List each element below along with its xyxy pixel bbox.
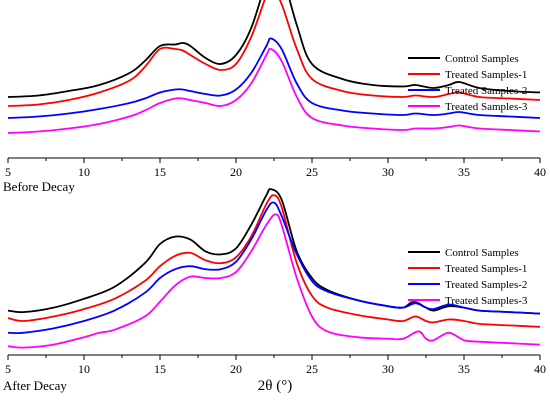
x-tick-label: 15 — [154, 362, 166, 376]
legend-label: Treated Samples-2 — [445, 85, 527, 97]
panel-label: Before Decay — [3, 179, 75, 194]
x-tick-label: 5 — [5, 362, 11, 376]
legend-label: Control Samples — [445, 53, 519, 65]
x-axis-ticks: 5 10 15 20 25 30 35 40 — [5, 158, 546, 179]
x-tick-label: 10 — [78, 362, 90, 376]
panel-after-decay: 5 10 15 20 25 30 35 40 After Decay 2θ (°) Contr… — [3, 188, 546, 394]
legend-label: Treated Samples-1 — [445, 263, 527, 275]
legend-label: Treated Samples-3 — [445, 295, 528, 307]
series-line-3 — [7, 213, 541, 349]
x-tick-label: 25 — [306, 165, 318, 179]
series-line-1 — [7, 0, 541, 107]
series-line-3 — [7, 47, 541, 134]
x-tick-label: 40 — [534, 362, 546, 376]
x-tick-label: 35 — [458, 362, 470, 376]
x-tick-label: 35 — [458, 165, 470, 179]
legend: Control Samples Treated Samples-1 Treated … — [408, 53, 528, 113]
series-line-1 — [7, 194, 541, 328]
x-tick-label: 25 — [306, 362, 318, 376]
legend-label: Treated Samples-1 — [445, 69, 527, 81]
x-tick-label: 20 — [230, 362, 242, 376]
panel-label: After Decay — [3, 378, 67, 393]
x-tick-label: 30 — [382, 362, 394, 376]
x-axis-ticks: 5 10 15 20 25 30 35 40 — [5, 355, 546, 376]
x-axis-label: 2θ (°) — [258, 378, 292, 394]
legend: Control Samples Treated Samples-1 Treated … — [408, 247, 528, 307]
x-tick-label: 5 — [5, 165, 11, 179]
series-line-0 — [7, 188, 541, 315]
series-line-0 — [7, 0, 541, 98]
x-tick-label: 15 — [154, 165, 166, 179]
series-lines — [7, 188, 541, 349]
series-line-2 — [7, 37, 541, 119]
x-tick-label: 10 — [78, 165, 90, 179]
panel-before-decay: 5 10 15 20 25 30 35 40 Before Decay Control Sam… — [3, 0, 546, 194]
series-line-2 — [7, 201, 541, 335]
x-tick-label: 30 — [382, 165, 394, 179]
legend-label: Treated Samples-2 — [445, 279, 527, 291]
legend-label: Control Samples — [445, 247, 519, 259]
legend-label: Treated Samples-3 — [445, 101, 528, 113]
series-lines — [7, 0, 541, 134]
x-tick-label: 20 — [230, 165, 242, 179]
x-tick-label: 40 — [534, 165, 546, 179]
